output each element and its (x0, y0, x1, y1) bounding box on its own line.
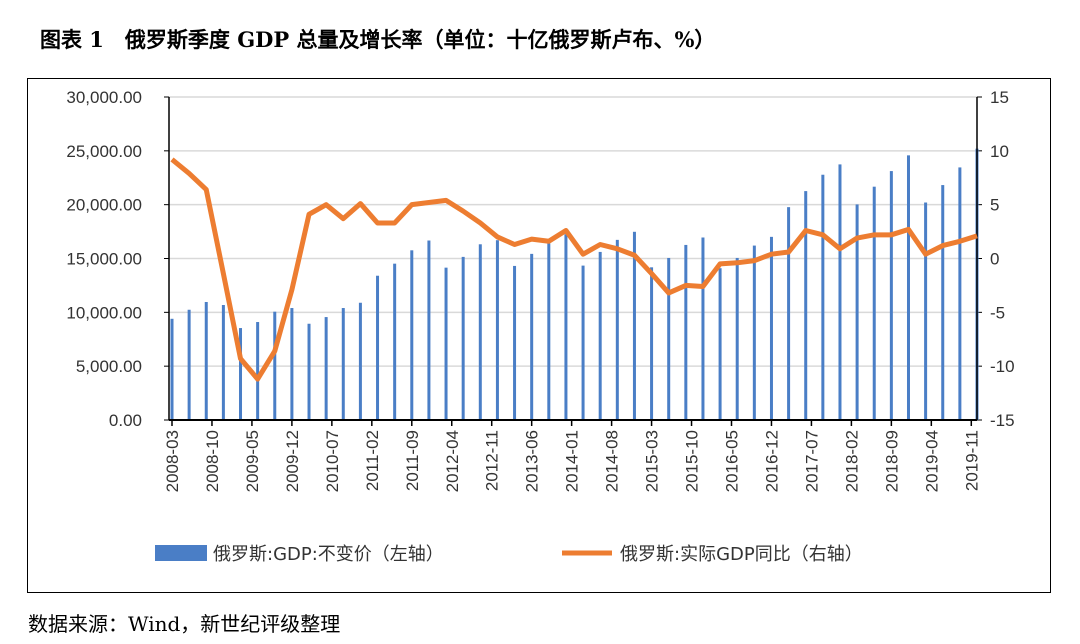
x-tick-label: 2014-01 (563, 430, 582, 492)
left-tick-label: 10,000.00 (66, 303, 142, 322)
right-tick-label: 0 (990, 250, 999, 269)
right-tick-label: 10 (990, 142, 1009, 161)
left-tick-label: 25,000.00 (66, 142, 142, 161)
left-tick-label: 0.00 (109, 411, 142, 430)
bar (290, 308, 294, 420)
bar (341, 308, 345, 420)
bar (615, 239, 619, 420)
x-tick-label: 2011-02 (363, 430, 382, 491)
bar (684, 244, 688, 420)
legend-line-label: 俄罗斯:实际GDP同比（右轴） (620, 544, 863, 565)
bar (889, 171, 893, 420)
chart-title: 图表 1 俄罗斯季度 GDP 总量及增长率（单位：十亿俄罗斯卢布、%） (40, 27, 716, 52)
chart-frame (27, 78, 1051, 593)
bar (204, 301, 208, 420)
x-tick-label: 2019-11 (962, 430, 981, 491)
bar (221, 305, 225, 420)
x-tick-label: 2015-10 (683, 430, 702, 492)
bar (393, 263, 397, 420)
bar (735, 257, 739, 420)
bar (581, 265, 585, 420)
bar (855, 204, 859, 420)
bar (787, 207, 791, 420)
bar (530, 253, 534, 420)
left-tick-label: 5,000.00 (76, 357, 142, 376)
bar (376, 275, 380, 420)
bar (170, 318, 174, 420)
x-tick-label: 2016-12 (762, 430, 781, 492)
bar (632, 231, 636, 420)
bar (598, 251, 602, 420)
bar (307, 323, 311, 420)
bar (804, 191, 808, 420)
legend-bar-label: 俄罗斯:GDP:不变价（左轴） (213, 544, 444, 565)
right-tick-label: -5 (990, 303, 1005, 322)
left-tick-label: 30,000.00 (66, 88, 142, 107)
bar (187, 309, 191, 420)
bar (667, 257, 671, 420)
x-tick-label: 2009-05 (243, 430, 262, 492)
bar (410, 250, 414, 420)
x-tick-label: 2018-09 (882, 430, 901, 492)
bar (564, 234, 568, 420)
bar (906, 155, 910, 420)
x-tick-label: 2013-06 (523, 430, 542, 492)
bar (358, 302, 362, 420)
bar (444, 267, 448, 420)
x-tick-label: 2009-12 (283, 430, 302, 492)
bar (513, 265, 517, 420)
bar (838, 164, 842, 420)
bar (941, 185, 945, 420)
x-tick-label: 2008-10 (203, 430, 222, 492)
bar (718, 268, 722, 420)
left-tick-label: 15,000.00 (66, 250, 142, 269)
x-tick-label: 2012-04 (443, 430, 462, 492)
bar (239, 328, 243, 420)
bar (872, 186, 876, 420)
x-tick-label: 2008-03 (163, 430, 182, 492)
x-tick-label: 2012-11 (483, 430, 502, 491)
bar (752, 245, 756, 420)
bar (924, 202, 928, 420)
right-tick-label: -15 (990, 411, 1015, 430)
legend-bar-swatch (155, 545, 207, 561)
right-tick-label: 15 (990, 88, 1009, 107)
x-tick-label: 2011-09 (403, 430, 422, 491)
x-tick-label: 2017-07 (802, 430, 821, 492)
bar (461, 256, 465, 420)
x-tick-label: 2018-02 (842, 430, 861, 492)
bar (650, 267, 654, 420)
right-tick-label: 5 (990, 196, 999, 215)
growth-line (170, 157, 978, 382)
bar (821, 174, 825, 420)
x-tick-label: 2010-07 (323, 430, 342, 492)
x-tick-label: 2016-05 (723, 430, 742, 492)
x-tick-label: 2015-03 (643, 430, 662, 492)
data-source: 数据来源：Wind，新世纪评级整理 (28, 612, 341, 636)
bar (273, 311, 277, 420)
bar (324, 317, 328, 420)
right-tick-label: -10 (990, 357, 1015, 376)
bar (769, 236, 773, 420)
bar (478, 244, 482, 420)
left-tick-label: 20,000.00 (66, 196, 142, 215)
x-tick-label: 2019-04 (922, 430, 941, 492)
bar (958, 167, 962, 420)
bar (701, 237, 705, 420)
bar (547, 243, 551, 420)
bar (495, 240, 499, 420)
x-tick-label: 2014-08 (603, 430, 622, 492)
bar (256, 322, 260, 420)
bar (427, 240, 431, 420)
